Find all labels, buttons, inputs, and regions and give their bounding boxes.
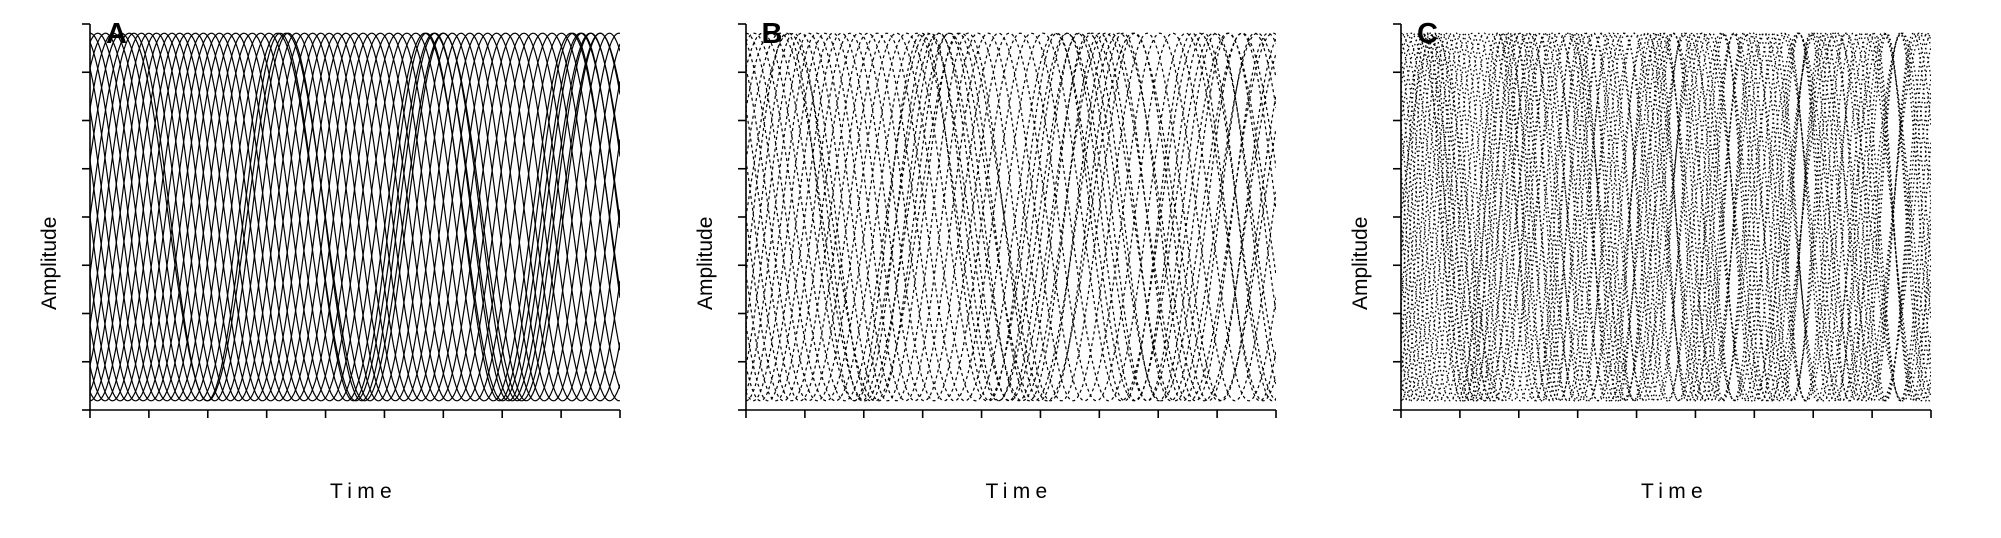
ylabel-A: Amplitude [38, 217, 62, 310]
panel-C: C Amplitude Time [1331, 10, 1981, 518]
ylabel-B: Amplitude [694, 217, 718, 310]
xlabel-B: Time [986, 480, 1053, 504]
figure-row: A Amplitude Time B Amplitude Time C Ampl… [0, 0, 2001, 538]
chart-B [676, 10, 1326, 518]
ylabel-C: Amplitude [1349, 217, 1373, 310]
xlabel-C: Time [1641, 480, 1708, 504]
xlabel-A: Time [330, 480, 397, 504]
panel-B: B Amplitude Time [676, 10, 1326, 518]
chart-C [1331, 10, 1981, 518]
panel-label-C: C [1417, 18, 1438, 51]
chart-A [20, 10, 670, 518]
panel-label-A: A [106, 18, 127, 51]
panel-label-B: B [762, 18, 783, 51]
panel-A: A Amplitude Time [20, 10, 670, 518]
